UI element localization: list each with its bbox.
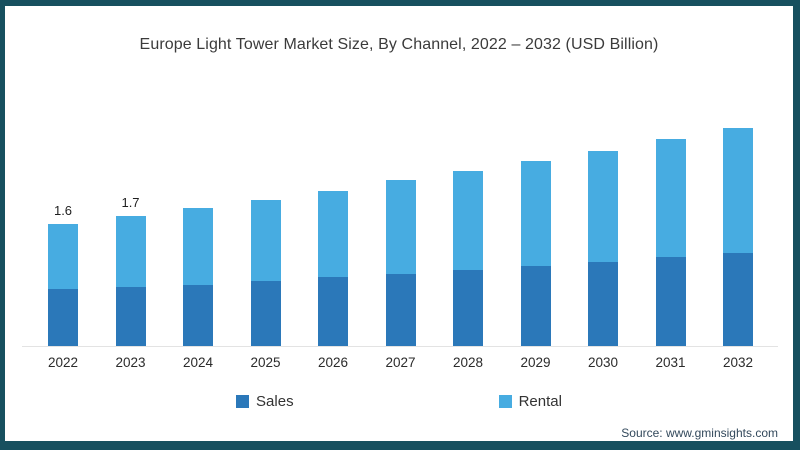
x-tick-label: 2023 [115, 355, 146, 370]
bar-group [318, 190, 348, 346]
bar-segment-rental [655, 139, 686, 257]
bar-segment-sales [588, 261, 618, 346]
bar-segment-sales [385, 274, 416, 346]
bar-segment-rental [250, 199, 281, 281]
bar-group [723, 127, 753, 346]
legend-item-sales: Sales [236, 393, 294, 410]
bar-segment-rental [318, 190, 348, 278]
legend-item-rental: Rental [498, 393, 562, 410]
bar-group: 1.6 [48, 203, 78, 346]
bar-group [250, 199, 281, 346]
x-tick-label: 2030 [587, 355, 619, 370]
legend-swatch-sales [236, 395, 250, 408]
x-tick-label: 2028 [452, 355, 484, 370]
bar-segment-sales [115, 287, 146, 346]
x-tick-label: 2027 [385, 355, 416, 370]
x-tick-label: 2025 [250, 355, 281, 370]
bar-segment-rental [453, 170, 483, 271]
bar-segment-sales [183, 284, 213, 346]
bar-segment-sales [520, 266, 551, 346]
x-tick-label: 2026 [317, 355, 349, 370]
legend-swatch-rental [498, 395, 512, 408]
source-attribution: Source: www.gminsights.com [621, 426, 778, 440]
bar-segment-sales [723, 252, 753, 346]
bar-group [520, 160, 551, 346]
legend: Sales Rental [5, 393, 793, 410]
x-tick-label: 2032 [722, 355, 754, 370]
legend-label: Sales [256, 393, 294, 410]
legend-label: Rental [518, 393, 562, 410]
bar-total-label: 1.6 [53, 202, 73, 218]
bar-group [655, 139, 686, 346]
bar-segment-rental [588, 150, 618, 262]
bar-segment-rental [115, 215, 146, 288]
bar-segment-rental [723, 127, 753, 253]
bar-group [385, 180, 416, 346]
bar-total-label: 1.7 [121, 194, 140, 210]
x-tick-label: 2029 [520, 355, 551, 370]
bar-group: 1.7 [115, 195, 146, 346]
bar-segment-sales [48, 289, 78, 346]
bar-segment-sales [655, 256, 686, 346]
bar-segment-rental [183, 208, 213, 285]
bar-segment-sales [453, 270, 483, 346]
x-tick-label: 2022 [47, 355, 79, 370]
bar-group [453, 170, 483, 346]
bar-segment-sales [318, 277, 348, 346]
chart-title: Europe Light Tower Market Size, By Chann… [139, 36, 659, 53]
plot-area: 1.6 2022 1.7 2023 2024 2025 2026 2027 2028 2029 20… [22, 100, 778, 370]
bar-segment-rental [48, 223, 78, 290]
bar-group [588, 150, 618, 346]
bar-segment-rental [520, 160, 551, 267]
x-tick-label: 2031 [655, 355, 686, 370]
x-tick-label: 2024 [182, 355, 214, 370]
bar-group [183, 208, 213, 346]
bar-segment-rental [385, 180, 416, 275]
bar-segment-sales [250, 280, 281, 346]
